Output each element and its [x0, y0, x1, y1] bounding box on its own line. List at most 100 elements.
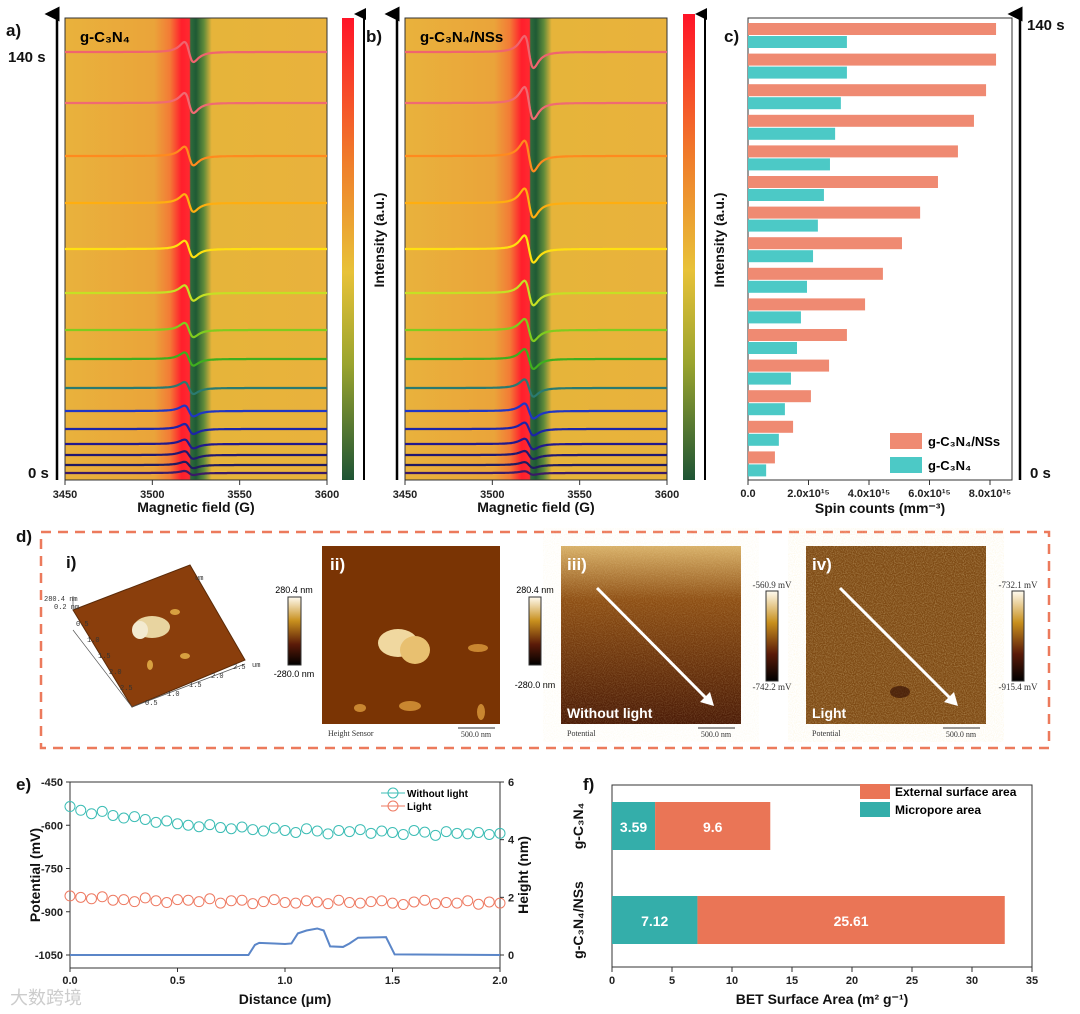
bar-nss	[748, 267, 883, 280]
epr-trace	[65, 404, 327, 418]
without-light-point	[430, 829, 441, 841]
epr-trace	[65, 193, 327, 213]
panel-b: b) g-C₃N₄/NSs 3450 3500 3550 3600 Magnetic …	[366, 6, 727, 515]
channel-label: Height Sensor	[328, 729, 374, 738]
colorbar-title: Intensity (a.u.)	[711, 193, 727, 288]
without-light-point	[150, 816, 162, 828]
x-tick-label: 10	[726, 975, 738, 987]
bar-nss	[748, 329, 847, 341]
panel-f: f) 3.59 9.6 g-C₃N₄ 7.12 25.61 g-C₃N₄/NSs 0 5 10 1…	[570, 775, 1038, 1007]
bar-value-label: 9.6	[703, 819, 723, 835]
without-light-point	[182, 819, 194, 831]
light-point	[344, 897, 355, 909]
light-point	[494, 897, 506, 909]
scan-line-arrow	[838, 586, 954, 702]
category-label: g-C₃N₄	[570, 803, 586, 850]
epr-trace	[65, 438, 327, 450]
light-point	[311, 896, 323, 908]
colorbar-min: -280.0 nm	[274, 669, 315, 679]
without-light-point	[494, 827, 506, 839]
colorbar	[683, 14, 695, 480]
afm-height-image: ii) Height Sensor 500.0 nm 280.4 nm -280…	[322, 546, 555, 739]
without-light-point	[462, 828, 474, 840]
axis-tick-label: 1.5	[98, 653, 111, 661]
channel-label: Potential	[812, 729, 841, 738]
subpanel-label: iii)	[567, 555, 587, 574]
axis-tick-label: 2.0	[109, 669, 122, 677]
x-axis-title: Magnetic field (G)	[477, 499, 594, 515]
colorbar-max: 280.4 nm	[516, 585, 554, 595]
without-light-point	[215, 822, 226, 834]
light-point	[333, 894, 345, 906]
subpanel-label: iv)	[812, 555, 832, 574]
bar-gcn	[748, 97, 841, 110]
panel-label: c)	[724, 27, 739, 46]
y2-tick-label: 0	[508, 950, 514, 962]
axis-tick-label: 2.5	[120, 685, 133, 693]
light-point	[397, 899, 409, 911]
light-point	[75, 891, 87, 903]
colorbar	[765, 590, 779, 682]
time-top-label: 140 s	[8, 49, 46, 66]
height-profile-line	[70, 927, 501, 956]
light-point	[118, 894, 130, 906]
without-light-point	[387, 826, 398, 838]
light-point	[193, 896, 205, 908]
scale-label: 500.0 nm	[946, 730, 977, 739]
y-tick-label: -900	[41, 907, 63, 919]
time-top-label: 140 s	[1027, 17, 1065, 34]
without-light-point	[333, 824, 345, 836]
axis-unit: um	[252, 662, 260, 670]
light-point	[161, 897, 173, 909]
scale-label: 500.0 nm	[701, 730, 732, 739]
without-light-point	[75, 804, 87, 816]
light-point	[408, 896, 420, 908]
epr-trace	[405, 34, 667, 70]
without-light-point	[365, 827, 377, 839]
time-bottom-label: 0 s	[28, 465, 49, 482]
without-light-point	[301, 823, 312, 835]
epr-trace	[65, 145, 327, 167]
particle	[180, 653, 190, 659]
without-light-point	[311, 825, 323, 837]
bar-nss	[748, 114, 974, 127]
epr-trace	[405, 460, 667, 470]
epr-trace	[405, 421, 667, 437]
legend-swatch-external	[860, 784, 890, 799]
particle	[170, 609, 180, 615]
epr-trace	[65, 321, 327, 339]
legend-swatch-micropore	[860, 802, 890, 817]
without-light-point	[376, 825, 388, 837]
kpfm-image-dark: iii) Without light Potential 500.0 nm -5…	[561, 546, 792, 739]
bar-gcn	[748, 280, 807, 293]
without-light-point	[354, 824, 366, 836]
particle	[400, 636, 430, 664]
colorbar-max: 280.4 nm	[275, 585, 313, 595]
bar-value-label: 7.12	[641, 913, 668, 929]
bar-nss	[748, 145, 958, 158]
particle	[468, 644, 488, 652]
bar-nss	[748, 298, 866, 311]
light-point	[225, 895, 237, 907]
legend-label: Micropore area	[895, 803, 981, 817]
colorbar	[287, 596, 302, 666]
without-light-point	[440, 826, 452, 838]
without-light-point	[408, 824, 420, 836]
without-light-point	[118, 812, 130, 824]
x-tick-label: 2.0x10¹⁵	[787, 488, 829, 500]
light-point	[451, 897, 463, 909]
x-tick-label: 3500	[140, 489, 164, 501]
y2-tick-label: 2	[508, 892, 514, 904]
light-point	[354, 897, 366, 909]
axis-unit: um	[195, 575, 203, 583]
panel-a: a) 140 s 0 s g-C₃N₄ 3450 3500 3550 3600 Mag…	[6, 6, 387, 515]
epr-trace	[65, 91, 327, 115]
epr-trace	[65, 239, 327, 259]
epr-trace	[405, 347, 667, 371]
light-point	[430, 898, 441, 910]
channel-label: Potential	[567, 729, 596, 738]
colorbar	[528, 596, 542, 666]
epr-trace	[405, 279, 667, 307]
panel-label: f)	[583, 775, 594, 794]
panel-d: d) i) 280.4 nm 0.2 nm um um 0.5 2.5 1.0 2.0…	[16, 527, 1051, 750]
